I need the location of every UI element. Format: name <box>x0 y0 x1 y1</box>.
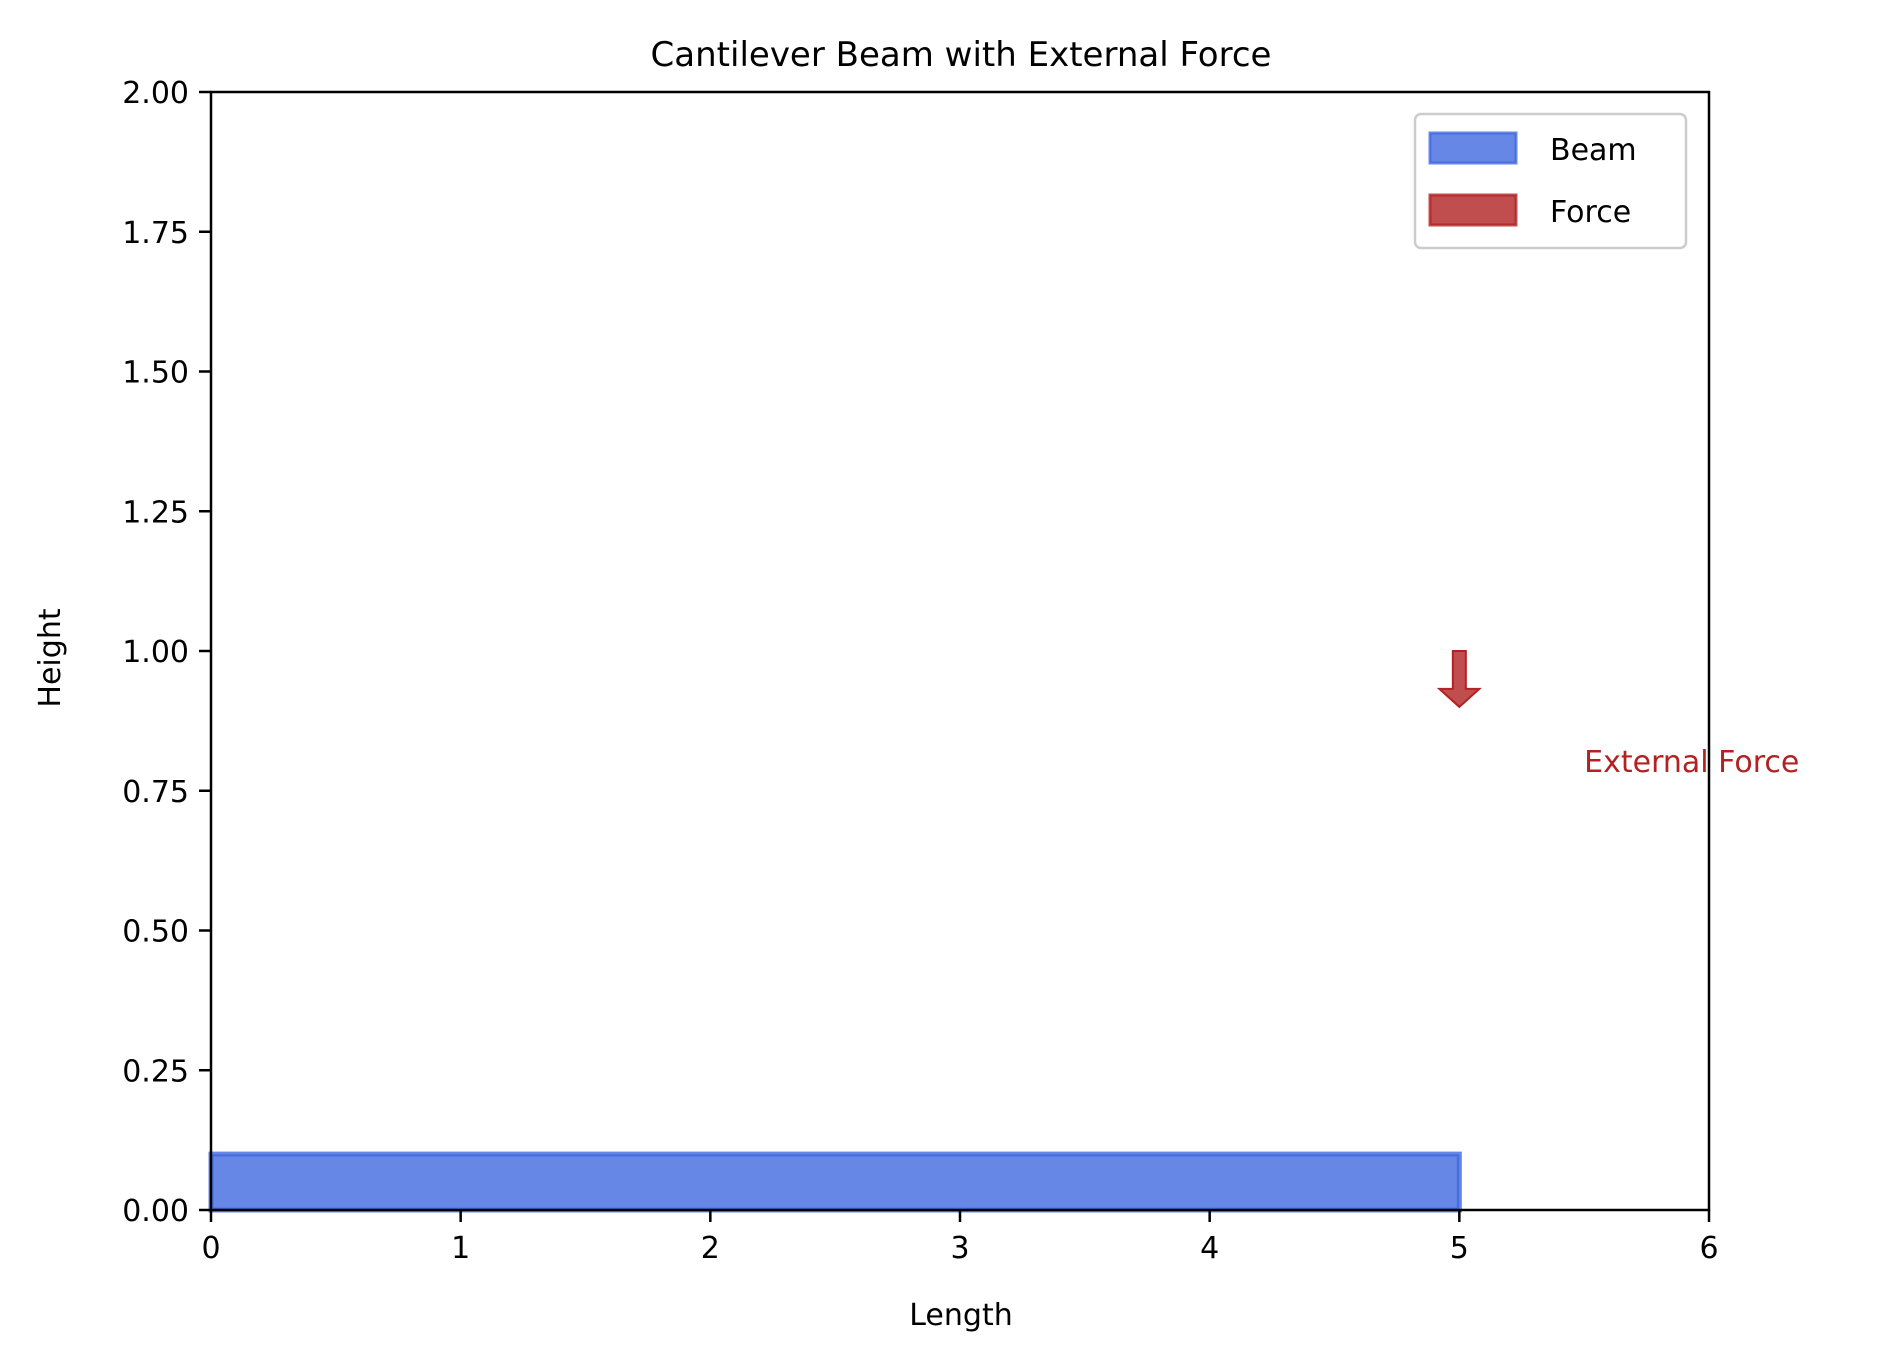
y-tick-label: 1.25 <box>122 495 189 530</box>
external-force-annotation: External Force <box>1584 745 1799 780</box>
legend-label-force: Force <box>1550 195 1631 230</box>
x-tick-label: 0 <box>201 1231 220 1266</box>
x-tick-label: 6 <box>1699 1231 1718 1266</box>
y-tick-label: 1.75 <box>122 216 189 251</box>
x-tick-label: 3 <box>950 1231 969 1266</box>
x-tick-label: 4 <box>1200 1231 1219 1266</box>
chart-title: Cantilever Beam with External Force <box>651 35 1272 75</box>
legend: Beam Force <box>1413 112 1688 250</box>
y-tick-label: 0.00 <box>122 1194 189 1229</box>
x-axis-label: Length <box>909 1298 1012 1333</box>
x-tick-label: 1 <box>451 1231 470 1266</box>
y-axis-label: Height <box>33 608 68 707</box>
force-arrow <box>1436 650 1482 709</box>
y-tick-label: 0.75 <box>122 775 189 810</box>
y-tick-label: 2.00 <box>122 76 189 111</box>
legend-swatch-beam <box>1428 131 1518 165</box>
y-tick-label: 0.50 <box>122 915 189 950</box>
y-tick-label: 1.00 <box>122 635 189 670</box>
legend-label-beam: Beam <box>1550 133 1637 168</box>
x-tick-label: 5 <box>1450 1231 1469 1266</box>
x-tick-label: 2 <box>701 1231 720 1266</box>
plot-area: 0 1 2 3 4 5 6 0.00 0.25 0.50 0.75 1.00 1.25 1.50 1.75 2… <box>122 76 1718 1266</box>
y-tick-label: 0.25 <box>122 1054 189 1089</box>
legend-swatch-force <box>1428 193 1518 227</box>
beam-bar <box>208 1151 1462 1213</box>
y-tick-label: 1.50 <box>122 356 189 391</box>
